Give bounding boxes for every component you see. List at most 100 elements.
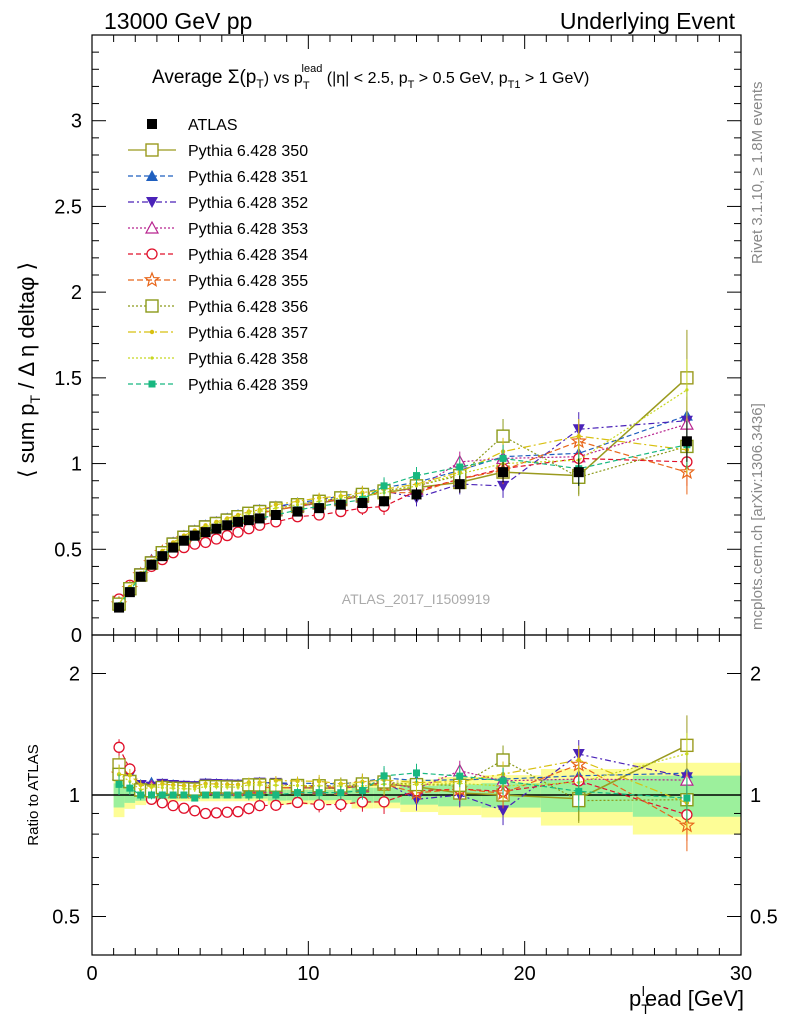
plot-title-d: ) vs p [264,70,303,87]
legend-label: Pythia 6.428 350 [188,143,308,160]
ratio-point [272,791,280,799]
ratio-point [210,807,223,819]
ratio-point [167,799,179,812]
x-tick-label: 30 [730,963,752,985]
legend-s354: Pythia 6.428 354 [128,247,308,264]
data-point [379,496,390,507]
series-s355-main [110,424,696,612]
legend-marker [150,356,154,360]
plot-title-f: lead [302,63,323,75]
ylabel-ratio: Ratio to ATLAS [25,744,42,845]
x-tick-label: 20 [514,963,536,985]
legend-label: Pythia 6.428 357 [188,325,308,342]
ratio-point [212,791,220,799]
series-s359-ratio [115,763,691,822]
data-point [233,516,244,527]
data-point [247,511,251,515]
data-point [292,506,303,517]
data-point [211,523,222,534]
plot-title-h: T [408,79,415,91]
data-point [411,489,422,500]
data-point [295,503,300,507]
ratio-point [499,777,507,785]
y-tick-label-right: 2 [750,664,761,686]
ratio-point [295,783,300,788]
series-line [118,435,687,605]
y-tick-label: 2 [71,282,82,304]
y-tick-label: 0.5 [52,907,80,929]
series-s350-main [112,329,694,610]
y-ticks-ratio: 0.5 0.5 1 1 2 2 [52,664,778,929]
ratio-point [294,789,302,797]
legend-s350: Pythia 6.428 350 [128,143,308,160]
data-point [243,523,255,535]
data-point [189,530,200,541]
ratio-point [254,799,266,812]
ratio-point [685,752,689,756]
series-s358-main [117,359,689,606]
plot-title-i: > 0.5 GeV, p [414,70,507,87]
ratio-point [169,791,177,799]
legend-marker [147,119,157,129]
y-tick-label: 1 [69,785,80,807]
ratio-point [113,741,125,753]
ratio-point [182,787,186,791]
ratio-point [203,784,208,789]
y-tick-label-right: 0.5 [750,907,778,929]
ratio-plot: 0 10 20 300.5 0.51 12 2 [52,35,778,985]
ratio-point [232,806,244,818]
ratio-point [149,785,154,789]
legend-marker [144,220,160,234]
legend-marker [146,248,158,260]
data-point [199,536,212,549]
series-s357-main [116,419,690,607]
legend-marker [146,170,158,181]
legend-s355: Pythia 6.428 355 [128,271,308,290]
series-s352-main [113,396,693,611]
ratio-point [335,798,347,811]
ratio-point [243,802,255,815]
ratio-point [378,796,390,808]
data-point [243,515,254,526]
data-point [210,533,223,545]
xlabel-a: p [629,986,641,1011]
plot-title-g: (|η| < 2.5, p [322,70,407,87]
y-tick-label: 0.5 [54,539,82,561]
ylabel-main-a: ⟨ sum p [14,403,39,478]
legend-marker [148,380,156,388]
ratio-point [156,797,168,809]
ratio-point [456,772,464,780]
y-tick-label: 1 [71,454,82,476]
data-point [135,571,146,582]
ratio-point [358,787,366,795]
ratio-point [199,807,212,820]
stat-uncertainty-band [540,779,633,813]
plot-title-j: T1 [508,79,521,91]
data-point [124,587,135,598]
plot-title-a: Average [152,67,228,88]
series-s353-main [112,400,694,610]
ratio-point [147,791,155,799]
ratio-point [576,757,581,763]
data-point [456,463,464,471]
ratio-point [678,816,696,833]
data-point [413,472,420,480]
data-point [232,526,244,538]
series-line [118,415,688,605]
data-point [685,388,689,392]
series-line [118,389,688,605]
ratio-point [126,784,134,792]
ratio-point [137,791,145,799]
data-point [254,513,265,524]
plot-title-e: T [303,80,310,92]
ratio-point [223,791,231,799]
ratio-point [178,802,190,814]
ratio-point [202,791,210,799]
data-point [314,503,325,514]
legend-marker [145,143,159,157]
ratio-point [221,806,233,818]
header-right: Underlying Event [560,8,736,34]
data-point [274,506,278,510]
ratio-point [160,785,164,790]
